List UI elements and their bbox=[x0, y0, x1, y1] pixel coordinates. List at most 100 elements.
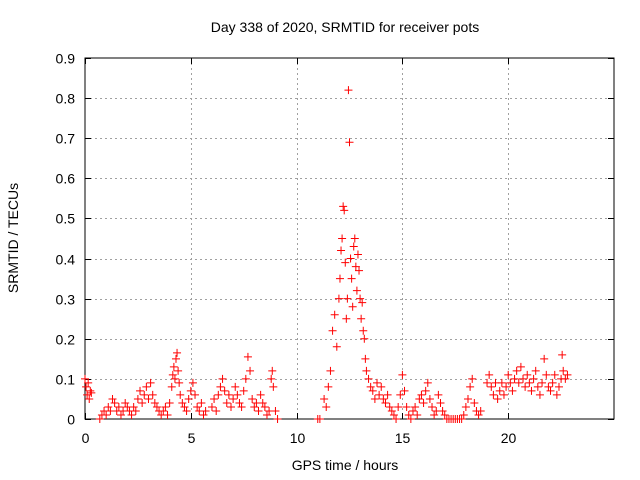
y-tick-label: 0 bbox=[67, 412, 75, 428]
data-point bbox=[180, 402, 189, 411]
data-point bbox=[485, 370, 494, 379]
data-point bbox=[563, 370, 572, 379]
y-axis-label: SRMTID / TECUs bbox=[5, 183, 21, 293]
data-point bbox=[250, 402, 259, 411]
data-point bbox=[95, 415, 104, 423]
data-point bbox=[361, 354, 370, 363]
data-point bbox=[229, 394, 238, 403]
data-point bbox=[499, 390, 508, 399]
data-point bbox=[474, 410, 483, 419]
y-tick-label: 0.7 bbox=[56, 131, 76, 147]
data-point bbox=[525, 378, 534, 387]
data-point bbox=[254, 406, 263, 415]
data-point bbox=[268, 366, 277, 375]
data-point bbox=[540, 354, 549, 363]
data-point bbox=[233, 390, 242, 399]
data-point bbox=[182, 406, 191, 415]
data-point bbox=[114, 402, 123, 411]
data-point bbox=[188, 378, 197, 387]
data-point bbox=[207, 402, 216, 411]
data-point bbox=[392, 415, 401, 423]
data-point bbox=[357, 314, 366, 323]
data-point bbox=[430, 410, 439, 419]
data-point bbox=[82, 382, 91, 391]
data-point bbox=[243, 352, 252, 361]
data-point bbox=[178, 398, 187, 407]
x-tick-label: 20 bbox=[501, 430, 517, 446]
data-point bbox=[136, 386, 145, 395]
data-point bbox=[340, 206, 349, 215]
data-point bbox=[87, 388, 96, 397]
data-point bbox=[358, 298, 367, 307]
axis-ticks: 0 0.1 0.2 0.3 0.4 0.5 0.6 0.7 0.8 0.9 0 5 10 15 20 bbox=[56, 51, 614, 446]
x-tick-label: 10 bbox=[290, 430, 306, 446]
data-point bbox=[466, 382, 475, 391]
data-point bbox=[538, 378, 547, 387]
data-point bbox=[411, 402, 420, 411]
y-tick-label: 0.2 bbox=[56, 332, 76, 348]
plot-frame bbox=[84, 57, 615, 420]
data-point bbox=[138, 398, 147, 407]
data-point bbox=[383, 390, 392, 399]
data-point bbox=[542, 370, 551, 379]
data-point bbox=[324, 382, 333, 391]
data-point bbox=[273, 415, 282, 423]
data-point bbox=[148, 390, 157, 399]
data-point bbox=[346, 254, 355, 263]
data-point bbox=[487, 382, 496, 391]
data-point bbox=[375, 390, 384, 399]
data-point bbox=[212, 406, 221, 415]
data-point bbox=[402, 402, 411, 411]
data-point bbox=[504, 370, 513, 379]
data-point bbox=[552, 390, 561, 399]
data-point bbox=[320, 394, 329, 403]
data-point bbox=[398, 370, 407, 379]
data-point bbox=[150, 398, 159, 407]
y-tick-label: 0.8 bbox=[56, 91, 76, 107]
data-point bbox=[421, 386, 430, 395]
x-tick-label: 0 bbox=[82, 430, 90, 446]
data-point bbox=[351, 262, 360, 271]
data-point bbox=[167, 382, 176, 391]
data-point bbox=[127, 410, 136, 419]
data-point bbox=[328, 326, 337, 335]
data-point bbox=[131, 406, 140, 415]
data-point bbox=[184, 394, 193, 403]
data-point bbox=[413, 410, 422, 419]
data-point bbox=[419, 398, 428, 407]
data-point bbox=[423, 378, 432, 387]
data-point bbox=[434, 390, 443, 399]
data-point bbox=[248, 394, 257, 403]
data-point bbox=[350, 234, 359, 243]
data-point bbox=[379, 394, 388, 403]
data-point bbox=[231, 382, 240, 391]
data-point bbox=[559, 366, 568, 375]
data-point bbox=[222, 398, 231, 407]
data-point bbox=[227, 402, 236, 411]
data-point bbox=[360, 334, 369, 343]
data-point bbox=[218, 374, 227, 383]
data-point bbox=[483, 378, 492, 387]
data-points bbox=[81, 86, 572, 423]
data-point bbox=[246, 366, 255, 375]
data-point bbox=[83, 390, 92, 399]
data-point bbox=[262, 410, 271, 419]
data-point bbox=[110, 398, 119, 407]
chart-title: Day 338 of 2020, SRMTID for receiver pot… bbox=[211, 19, 479, 35]
data-point bbox=[267, 374, 276, 383]
data-point bbox=[355, 266, 364, 275]
data-point bbox=[352, 286, 361, 295]
data-point bbox=[121, 398, 130, 407]
y-tick-label: 0.6 bbox=[56, 171, 76, 187]
data-point bbox=[332, 342, 341, 351]
data-point bbox=[364, 374, 373, 383]
data-point bbox=[104, 402, 113, 411]
data-point bbox=[385, 402, 394, 411]
data-point bbox=[220, 386, 229, 395]
data-point bbox=[516, 362, 525, 371]
data-point bbox=[102, 410, 111, 419]
data-point bbox=[330, 310, 339, 319]
data-point bbox=[400, 386, 409, 395]
data-point bbox=[457, 415, 466, 423]
